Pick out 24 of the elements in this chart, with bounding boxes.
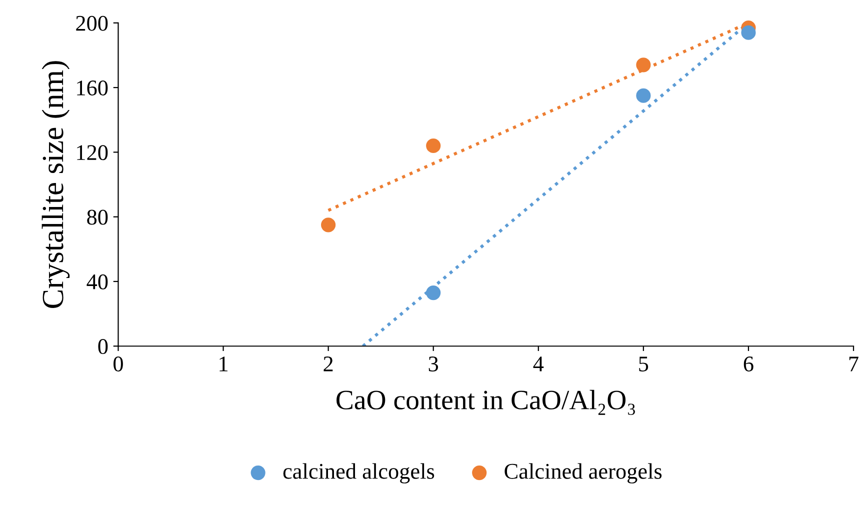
x-tick-label: 1 [220,356,228,372]
x-axis-title: CaO content in CaO/Al₂O₃ [336,390,635,415]
x-tick-label: 5 [639,356,648,372]
y-tick-label: 40 [86,274,108,290]
point [636,88,651,103]
y-tick-label: 200 [76,16,108,31]
x-tick-label: 4 [533,356,544,372]
point [426,138,441,154]
x-tick-label: 6 [744,356,754,372]
legend-label: calcined alcogels [283,463,434,484]
point [741,25,756,40]
y-tick-label: 0 [98,339,108,354]
x-tick-label: 2 [324,356,333,372]
legend-label: Calcined aerogels [504,463,662,484]
y-tick-label: 120 [77,145,108,160]
point [426,286,441,300]
point [636,58,651,72]
x-tick-label: 3 [428,356,438,372]
point [321,218,336,232]
y-tick-label: 80 [87,210,108,225]
y-tick-label: 160 [77,80,108,96]
x-tick-label: 0 [114,356,123,372]
y-axis-title: Crystallite size (nm) [42,61,70,308]
x-tick-label: 7 [849,356,858,372]
